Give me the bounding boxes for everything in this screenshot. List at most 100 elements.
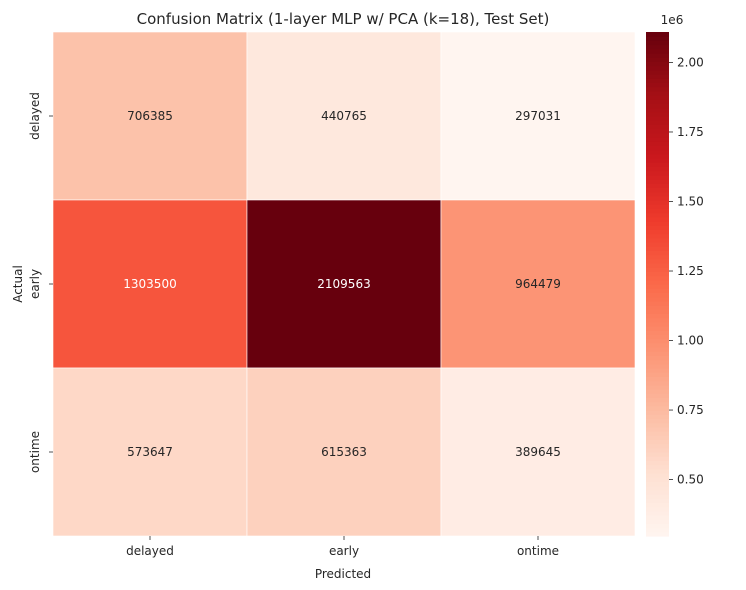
heatmap-cell-early-delayed bbox=[52, 199, 248, 369]
colorbar-segment bbox=[646, 410, 669, 415]
colorbar-tick-label: 0.75 bbox=[677, 403, 704, 417]
colorbar-segment bbox=[646, 187, 669, 193]
colorbar-segment bbox=[646, 456, 669, 461]
colorbar-segment bbox=[646, 57, 669, 62]
colorbar-segment bbox=[646, 309, 669, 314]
heatmap-cell-label: 964479 bbox=[515, 277, 561, 291]
colorbar-segment bbox=[646, 32, 669, 37]
colorbar-segment bbox=[646, 418, 669, 424]
colorbar-segment bbox=[646, 397, 669, 403]
colorbar-segment bbox=[646, 48, 669, 54]
colorbar-segment bbox=[646, 347, 669, 352]
colorbar-segment bbox=[646, 279, 669, 285]
colorbar-segment bbox=[646, 452, 669, 457]
colorbar-segment bbox=[646, 166, 669, 172]
colorbar-segment bbox=[646, 372, 669, 377]
colorbar-segment bbox=[646, 422, 669, 428]
colorbar-segment bbox=[646, 174, 669, 180]
chart-title: Confusion Matrix (1-layer MLP w/ PCA (k=… bbox=[137, 10, 550, 28]
colorbar-segment bbox=[646, 191, 669, 197]
colorbar-segment bbox=[646, 376, 669, 382]
colorbar-segment bbox=[646, 149, 669, 155]
colorbar-segment bbox=[646, 447, 669, 453]
colorbar-segment bbox=[646, 485, 669, 491]
colorbar-segment bbox=[646, 225, 669, 230]
colorbar-segment bbox=[646, 481, 669, 487]
colorbar-segment bbox=[646, 275, 669, 281]
colorbar-segment bbox=[646, 90, 669, 96]
colorbar-segment bbox=[646, 263, 669, 268]
colorbar-segment bbox=[646, 69, 669, 75]
colorbar-segment bbox=[646, 200, 669, 205]
colorbar-segment bbox=[646, 284, 669, 289]
heatmap-cell-delayed-early bbox=[246, 31, 442, 201]
x-axis: delayed early ontime bbox=[126, 536, 559, 558]
colorbar-segment bbox=[646, 355, 669, 361]
colorbar-segment bbox=[646, 95, 669, 100]
colorbar-segment bbox=[646, 36, 669, 41]
colorbar-segment bbox=[646, 477, 669, 482]
colorbar-segment bbox=[646, 183, 669, 188]
colorbar-segment bbox=[646, 221, 669, 226]
colorbar-segment bbox=[646, 233, 669, 239]
colorbar-segment bbox=[646, 246, 669, 251]
colorbar-segment bbox=[646, 204, 669, 209]
colorbar-segment bbox=[646, 132, 669, 138]
colorbar-tick-label: 1.00 bbox=[677, 334, 704, 348]
colorbar-segment bbox=[646, 296, 669, 302]
x-tick-label: ontime bbox=[517, 544, 559, 558]
heatmap-cell-labels: 706385 440765 297031 1303500 2109563 964479 57… bbox=[123, 109, 561, 459]
heatmap-cell-early-early bbox=[246, 199, 442, 369]
colorbar: 0.50 0.75 1.00 1.25 1.50 1.75 2.00 bbox=[646, 32, 704, 537]
colorbar-segment bbox=[646, 267, 669, 272]
colorbar-segment bbox=[646, 489, 669, 495]
colorbar-segment bbox=[646, 342, 669, 348]
colorbar-segment bbox=[646, 523, 669, 529]
heatmap-cell-label: 615363 bbox=[321, 445, 367, 459]
colorbar-segment bbox=[646, 237, 669, 243]
colorbar-tick-label: 2.00 bbox=[677, 55, 704, 69]
colorbar-segment bbox=[646, 380, 669, 386]
colorbar-segment bbox=[646, 334, 669, 340]
y-axis-label: Actual bbox=[11, 265, 25, 303]
y-axis: delayed early ontime bbox=[28, 92, 53, 473]
colorbar-segment bbox=[646, 292, 669, 298]
colorbar-tick-label: 1.75 bbox=[677, 125, 704, 139]
colorbar-segment bbox=[646, 107, 669, 113]
x-axis-label: Predicted bbox=[315, 567, 371, 581]
heatmap-cell-label: 2109563 bbox=[317, 277, 370, 291]
heatmap-cell-ontime-delayed bbox=[52, 367, 248, 537]
colorbar-segment bbox=[646, 405, 669, 411]
colorbar-segment bbox=[646, 208, 669, 214]
colorbar-segment bbox=[646, 162, 669, 167]
colorbar-segment bbox=[646, 443, 669, 449]
colorbar-segment bbox=[646, 111, 669, 117]
heatmap-cell-label: 297031 bbox=[515, 109, 561, 123]
colorbar-segment bbox=[646, 141, 669, 146]
heatmap-cell-label: 706385 bbox=[127, 109, 173, 123]
colorbar-segment bbox=[646, 86, 669, 92]
colorbar-segment bbox=[646, 460, 669, 466]
colorbar-segment bbox=[646, 468, 669, 474]
heatmap-cells bbox=[52, 31, 636, 537]
y-tick-label: early bbox=[28, 269, 42, 299]
colorbar-segment bbox=[646, 216, 669, 222]
colorbar-segment bbox=[646, 384, 669, 390]
colorbar-segment bbox=[646, 78, 669, 83]
colorbar-segment bbox=[646, 300, 669, 306]
colorbar-segment bbox=[646, 99, 669, 104]
colorbar-segment bbox=[646, 502, 669, 508]
colorbar-segment bbox=[646, 82, 669, 88]
colorbar-segment bbox=[646, 158, 669, 163]
colorbar-segment bbox=[646, 305, 669, 310]
heatmap-cell-label: 1303500 bbox=[123, 277, 176, 291]
colorbar-segment bbox=[646, 527, 669, 533]
colorbar-segment bbox=[646, 53, 669, 58]
x-tick-label: early bbox=[329, 544, 359, 558]
colorbar-segment bbox=[646, 494, 669, 499]
colorbar-segment bbox=[646, 368, 669, 373]
colorbar-segment bbox=[646, 426, 669, 432]
x-tick-label: delayed bbox=[126, 544, 174, 558]
colorbar-segment bbox=[646, 464, 669, 470]
colorbar-segment bbox=[646, 389, 669, 394]
